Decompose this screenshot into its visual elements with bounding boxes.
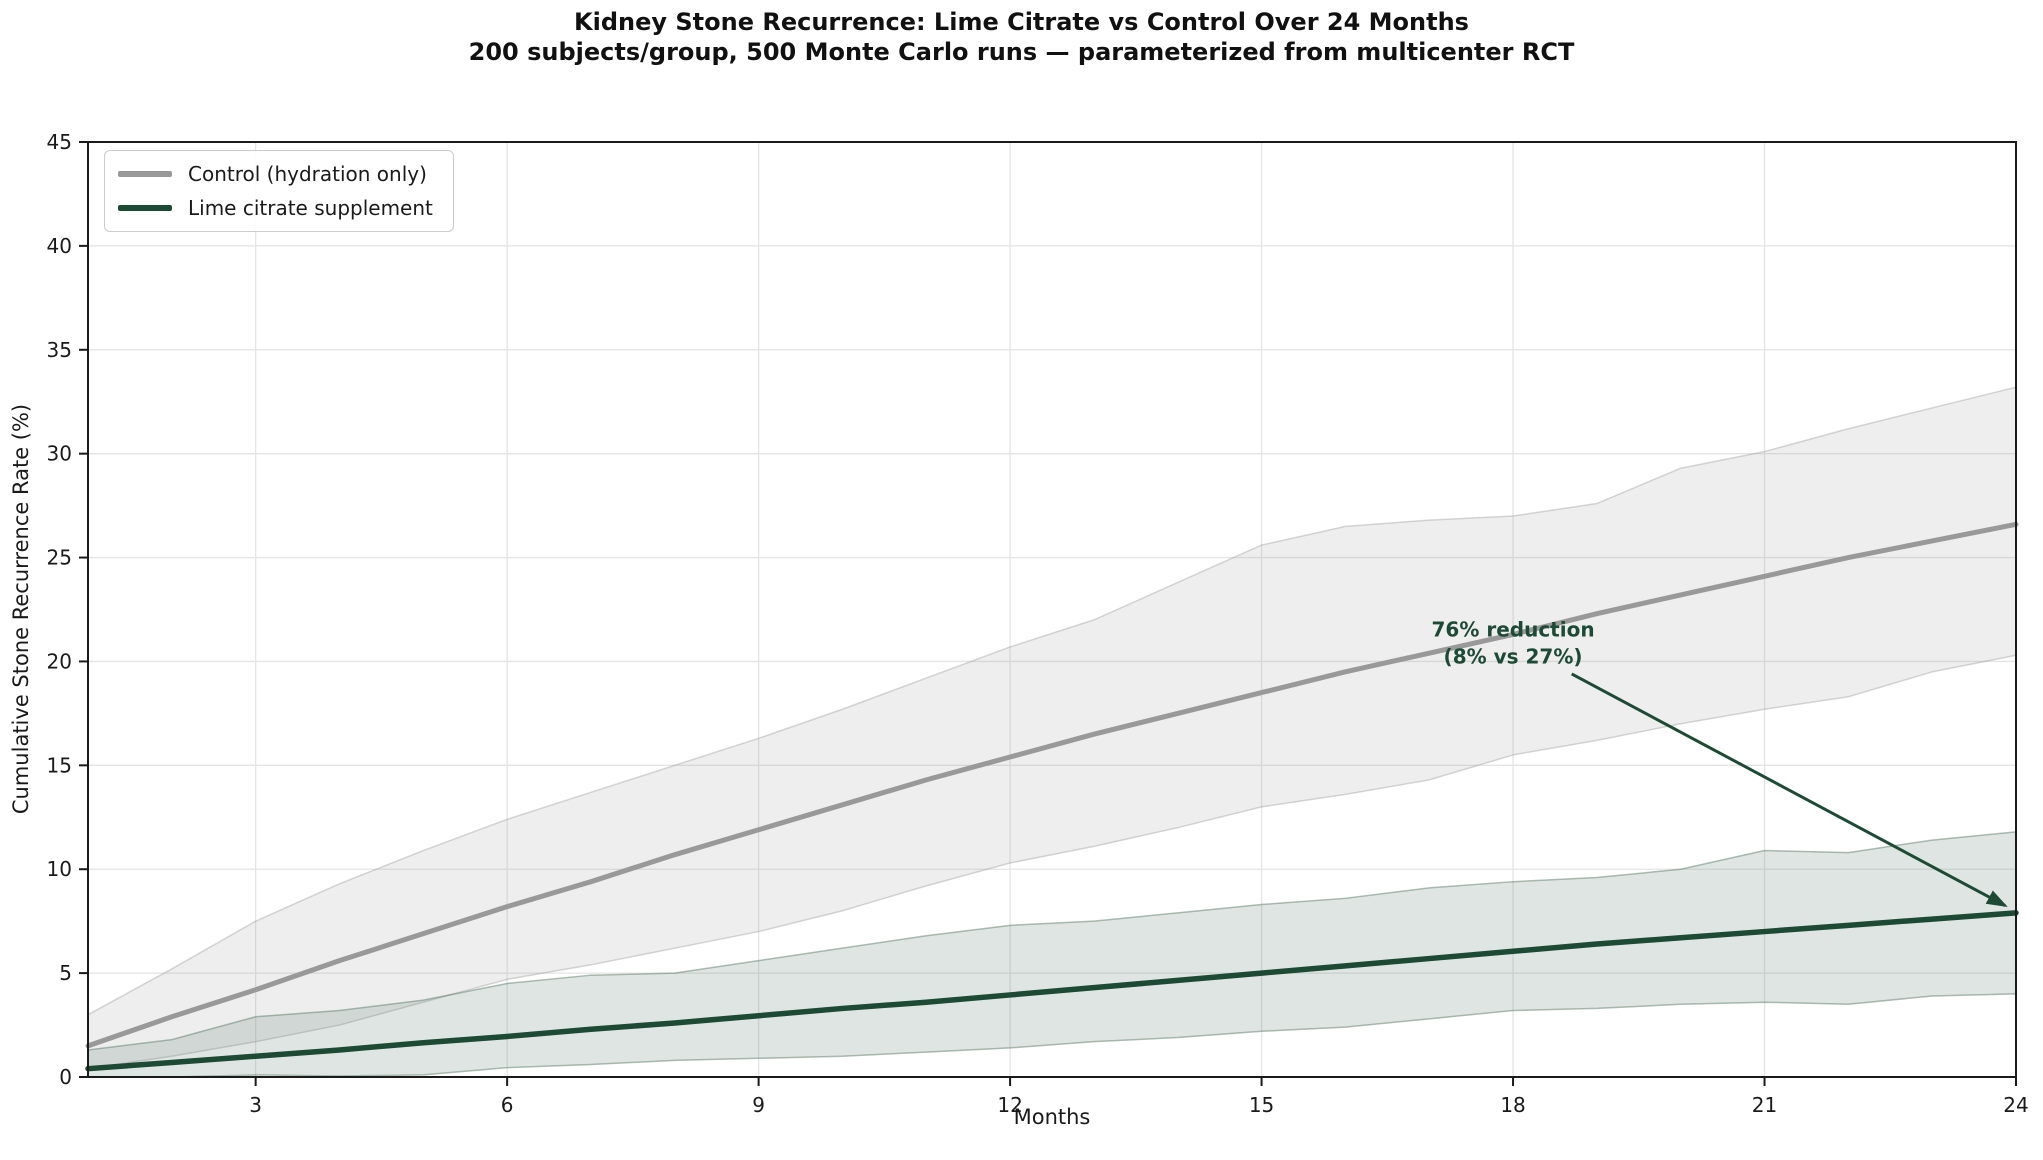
control-band-lower-edge xyxy=(87,654,2017,1070)
legend-label-citrate: Lime citrate supplement xyxy=(188,196,433,220)
axes-spines-and-ticks: 3 6 9 12 15 18 21 24 0 5 10 15 20 25 30 35 40 45 xyxy=(47,130,2029,1117)
x-tick-label: 3 xyxy=(249,1093,262,1117)
citrate-mean-line xyxy=(85,910,2019,1072)
y-axis-label: Cumulative Stone Recurrence Rate (%) xyxy=(9,404,33,814)
control-line-swatch xyxy=(118,171,172,177)
legend-label-control: Control (hydration only) xyxy=(188,162,427,186)
y-tick-label: 35 xyxy=(47,338,72,362)
plot-spines xyxy=(87,141,2017,1078)
annotation-arrow xyxy=(1571,672,2008,907)
legend-item-control: Control (hydration only) xyxy=(118,162,433,186)
citrate-band-upper-edge xyxy=(87,831,2017,1051)
annotation-text-line-1: 76% reduction xyxy=(1432,618,1595,642)
series-lines xyxy=(85,521,2019,1072)
y-tick-label: 40 xyxy=(47,234,72,258)
x-tick-label: 18 xyxy=(1500,1093,1525,1117)
x-tick-label: 15 xyxy=(1249,1093,1274,1117)
x-tick-label: 21 xyxy=(1752,1093,1777,1117)
y-tick-label: 5 xyxy=(59,961,72,985)
y-tick-label: 10 xyxy=(47,857,72,881)
y-tick-label: 0 xyxy=(59,1065,72,1089)
y-tick-label: 45 xyxy=(47,130,72,154)
control-confidence-band xyxy=(88,387,2016,1069)
x-tick-label: 9 xyxy=(752,1093,765,1117)
annotation: 76% reduction (8% vs 27%) xyxy=(1432,618,2008,907)
chart-title-line-1: Kidney Stone Recurrence: Lime Citrate vs… xyxy=(574,8,1469,36)
legend: Control (hydration only) Lime citrate su… xyxy=(104,150,454,232)
chart-title-line-2: 200 subjects/group, 500 Monte Carlo runs… xyxy=(468,38,1575,66)
legend-item-citrate: Lime citrate supplement xyxy=(118,196,433,220)
x-tick-label: 12 xyxy=(997,1093,1022,1117)
chart-title: Kidney Stone Recurrence: Lime Citrate vs… xyxy=(0,7,2043,67)
control-band-upper-edge xyxy=(87,386,2017,1016)
x-axis-label: Months xyxy=(1014,1105,1091,1129)
y-tick-label: 20 xyxy=(47,649,72,673)
annotation-text-line-2: (8% vs 27%) xyxy=(1444,645,1583,669)
y-tick-label: 30 xyxy=(47,442,72,466)
citrate-band-lower-edge xyxy=(88,993,2017,1078)
y-tick-label: 25 xyxy=(47,546,72,570)
x-tick-label: 24 xyxy=(2003,1093,2028,1117)
citrate-confidence-band xyxy=(88,831,2016,1077)
y-tick-label: 15 xyxy=(47,753,72,777)
x-tick-label: 6 xyxy=(501,1093,514,1117)
confidence-bands xyxy=(87,386,2017,1078)
citrate-line-swatch xyxy=(118,205,172,211)
control-mean-line xyxy=(85,521,2019,1049)
